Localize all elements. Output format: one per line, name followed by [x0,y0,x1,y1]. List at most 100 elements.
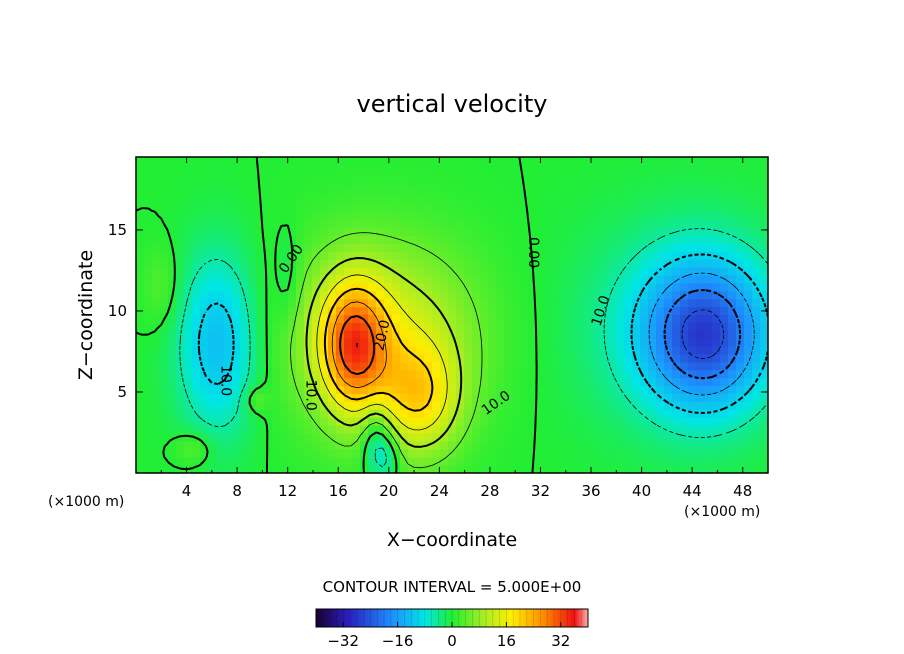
heatmap-cell [344,267,353,277]
heatmap-cell [440,259,449,269]
heatmap-cell [680,433,689,442]
heatmap-cell [424,275,433,284]
heatmap-cell [680,441,689,450]
heatmap-cell [176,275,185,284]
heatmap-cell [424,164,433,174]
heatmap-cell [400,409,409,419]
heatmap-cell [240,212,249,221]
heatmap-cell [464,394,473,403]
heatmap-cell [656,291,665,300]
heatmap-cell [728,204,737,213]
heatmap-cell [632,283,641,292]
heatmap-cell [352,346,361,356]
heatmap-cell [688,401,697,411]
heatmap-cell [472,243,481,253]
heatmap-cell [248,228,257,237]
heatmap-cell [352,362,361,371]
heatmap-cell [448,354,457,363]
heatmap-cell [264,307,273,316]
heatmap-cell [368,188,377,198]
heatmap-cell [672,338,681,348]
heatmap-cell [584,354,593,363]
heatmap-cell [712,196,721,205]
heatmap-cell [320,394,329,403]
heatmap-cell [584,362,593,371]
heatmap-cell [456,299,465,308]
heatmap-cell [264,180,273,190]
heatmap-cell [376,251,385,261]
heatmap-cell [600,275,609,284]
heatmap-cell [472,157,481,166]
heatmap-cell [336,315,345,324]
heatmap-cell [504,322,513,332]
heatmap-cell [312,172,321,182]
heatmap-cell [280,425,289,435]
heatmap-cell [640,322,649,332]
heatmap-cell [680,449,689,458]
heatmap-cell [152,449,161,458]
heatmap-cell [248,433,257,442]
heatmap-cell [752,243,761,253]
heatmap-cell [600,220,609,229]
heatmap-cell [344,338,353,348]
heatmap-cell [288,299,297,308]
heatmap-cell [304,251,313,261]
heatmap-cell [168,370,177,379]
heatmap-cell [192,362,201,371]
heatmap-cell [512,243,521,253]
heatmap-cell [144,394,153,403]
heatmap-cell [744,409,753,419]
heatmap-cell [656,378,665,387]
heatmap-cell [480,449,489,458]
heatmap-cell [344,362,353,371]
heatmap-cell [696,425,705,435]
heatmap-cell [720,322,729,332]
heatmap-cell [616,243,625,253]
heatmap-cell [160,370,169,379]
heatmap-cell [760,164,768,174]
heatmap-cell [256,386,265,395]
heatmap-cell [696,228,705,237]
heatmap-cell [416,220,425,229]
heatmap-cell [216,441,225,450]
heatmap-cell [560,172,569,182]
heatmap-cell [536,220,545,229]
heatmap-cell [232,362,241,371]
heatmap-cell [256,401,265,411]
heatmap-cell [480,188,489,198]
heatmap-cell [512,157,521,166]
heatmap-cell [352,299,361,308]
heatmap-cell [216,164,225,174]
x-tick-label: 40 [632,482,651,500]
heatmap-cell [568,441,577,450]
heatmap-cell [592,299,601,308]
heatmap-cell [664,267,673,277]
heatmap-cell [224,259,233,269]
heatmap-cell [536,212,545,221]
heatmap-cell [696,164,705,174]
heatmap-cell [688,370,697,379]
heatmap-cell [264,378,273,387]
heatmap-cell [536,378,545,387]
heatmap-cell [208,401,217,411]
heatmap-cell [560,251,569,261]
heatmap-cell [712,338,721,348]
heatmap-cell [600,354,609,363]
heatmap-cell [560,370,569,379]
heatmap-cell [160,157,169,166]
heatmap-cell [616,354,625,363]
heatmap-cell [528,441,537,450]
heatmap-cell [256,370,265,379]
heatmap-cell [320,283,329,292]
heatmap-cell [224,338,233,348]
heatmap-cell [528,409,537,419]
heatmap-cell [360,291,369,300]
heatmap-cell [464,433,473,442]
heatmap-cell [496,315,505,324]
heatmap-cell [240,180,249,190]
heatmap-cell [208,425,217,435]
heatmap-cell [712,433,721,442]
heatmap-cell [232,291,241,300]
heatmap-cell [216,370,225,379]
heatmap-cell [448,322,457,332]
